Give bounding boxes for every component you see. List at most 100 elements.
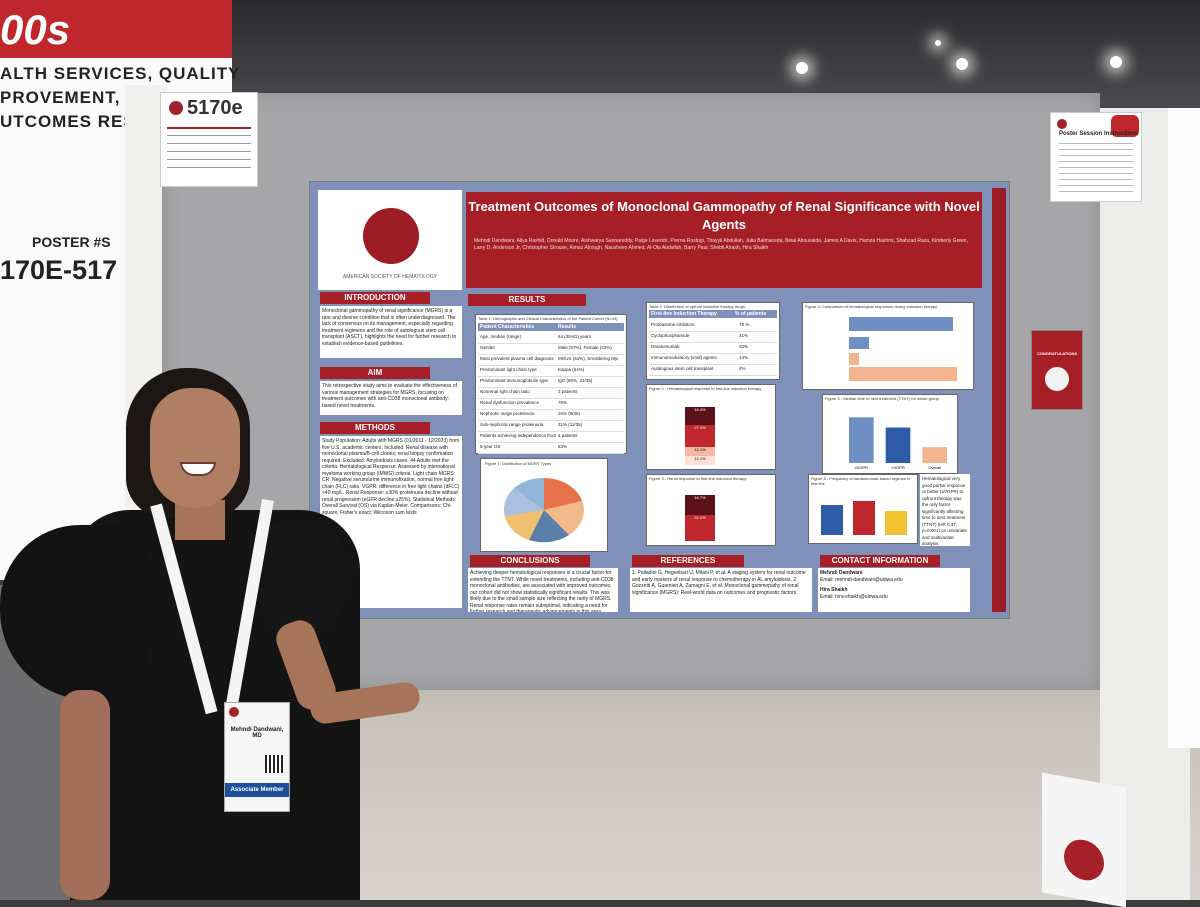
person-face (150, 388, 240, 508)
figure-5-chart: ≥VGPR <VGPR Overall (849, 417, 947, 470)
ash-logo-icon (1064, 836, 1104, 884)
poster-number-range: 170E-517 (0, 255, 118, 285)
poster-title: Treatment Outcomes of Monoclonal Gammopa… (468, 199, 980, 232)
intro-heading: INTRODUCTION (320, 292, 430, 304)
contact-name: Hira Shaikh (820, 587, 848, 593)
pie-slice (504, 488, 544, 516)
figure-6: Figure 6 - Frequency of daratumumab-base… (808, 474, 918, 544)
table-cell: 3 patients (558, 389, 578, 394)
table-cell: 31% (11/35) (558, 422, 583, 427)
floor-sign (1042, 772, 1126, 907)
table-2-header: First-line Induction Therapy % of patien… (649, 310, 777, 318)
chart-bar (885, 427, 911, 463)
figure-3-stack: 16.7% 22.2% (685, 495, 715, 541)
table-cell: Predominant light chain type (480, 367, 537, 372)
figure-6-title: Figure 6 - Frequency of daratumumab-base… (811, 476, 911, 486)
table-cell: Predominant immunoglobulin type (480, 378, 549, 383)
v-bar (853, 501, 875, 535)
table-cell: Patients achieving independence from dia… (480, 433, 556, 438)
table-1-title: Table 1: Demographic and Clinical Charac… (478, 316, 618, 321)
table-1-header: Patient Characteristics Results (478, 323, 624, 331)
references-text: 1. Palladini G, Hegenbart U, Milani P, e… (630, 568, 812, 612)
table-2: Table 2: Distribution of upfront inducti… (646, 302, 780, 380)
figure-1-pie (504, 477, 584, 543)
chart-tick-label: <VGPR (891, 465, 905, 470)
table-row: Nonrenal light chain ratio 3 patients (478, 388, 624, 399)
table-cell: Sub-nephrotic range proteinuria (480, 422, 544, 427)
poster-number-card: 5170e (160, 92, 258, 187)
ceiling-light (796, 62, 808, 74)
table-row: Autologous stem cell transplant 2% (649, 365, 777, 376)
ceiling (230, 0, 1200, 110)
badge-name: Mehndi Dandwani, MD (230, 727, 284, 739)
table-cell: Proteasome inhibitors (651, 322, 695, 327)
table-cell: 83% (558, 444, 568, 449)
table-cell: Cyclophosphamide (651, 333, 690, 338)
h-bar (849, 353, 859, 365)
table-row: 5-year OS 83% (478, 443, 624, 454)
poster-side-strip (992, 188, 1006, 612)
poster-number: 5170e (187, 97, 243, 119)
conclusions-heading: CONCLUSIONS (470, 555, 590, 567)
figure-2-stack: 16.4% 27.3% 12.1% 12.1% (685, 407, 715, 465)
conclusions-text: Achieving deeper hematological responses… (468, 568, 618, 612)
chart-bar (922, 447, 947, 463)
table-header-cell: First-line Induction Therapy (651, 311, 717, 317)
figure-4-title: Figure 4: Comparison of hematological re… (805, 304, 938, 309)
figure-5: Figure 5 - Median time to next treatment… (822, 394, 958, 474)
pie-slice (514, 477, 544, 510)
intro-text: Monoclonal gammopathy of renal significa… (320, 306, 462, 358)
table-cell: Gender (480, 345, 496, 350)
award-ribbon-icon (1045, 367, 1069, 391)
award-title: CONGRATULATIONS (1036, 351, 1078, 356)
table-row: Sub-nephrotic range proteinuria 31% (11/3… (478, 421, 624, 432)
stack-segment: 22.2% (685, 515, 715, 541)
table-cell: 64 (38-81) years (558, 334, 592, 339)
chart-tick-label: Overall (928, 465, 941, 470)
table-header-cell: % of patients (735, 311, 767, 317)
figure-3: Figure 3 - Renal response to first-line … (646, 474, 776, 546)
instructions-title: Poster Session Instructions (1059, 131, 1139, 137)
banner-line: PROVEMENT, AND (0, 88, 166, 107)
table-row: Patients achieving independence from dia… (478, 432, 624, 443)
table-1: Table 1: Demographic and Clinical Charac… (475, 314, 627, 454)
banner-header (0, 0, 232, 58)
table-row: Daratumumab 32% (649, 343, 777, 354)
poster-authors: Mehndi Dandwani, Aliya Rashid, Donald Mo… (474, 238, 968, 251)
pie-slice (544, 501, 584, 535)
h-bar (849, 317, 953, 331)
v-bar (821, 505, 843, 535)
table-row: Renal dysfunction prevalence 76% (478, 399, 624, 410)
table-cell: Nonrenal light chain ratio (480, 389, 530, 394)
award-card: CONGRATULATIONS (1031, 330, 1083, 410)
table-header-cell: Patient Characteristics (480, 324, 535, 330)
contact-box: Mehndi Dandwani Email: mehndi-dandwani@u… (818, 568, 970, 612)
table-cell: 14% (739, 355, 749, 360)
chart-tick-label: ≥VGPR (855, 465, 869, 470)
table-row: Immunomodulatory (imid) agents 14% (649, 354, 777, 365)
key-finding-note: Hematological very good partial response… (920, 474, 970, 546)
table-cell: 4 patients (558, 433, 578, 438)
session-instructions-card: Poster Session Instructions (1050, 112, 1142, 202)
person-left-sleeve (0, 525, 150, 700)
person-left-arm (60, 690, 110, 900)
ash-logo-icon (169, 101, 183, 115)
contact-name: Mehndi Dandwani (820, 570, 863, 576)
banner-title: 00s (0, 6, 71, 53)
research-poster: AMERICAN SOCIETY OF HEMATOLOGY Treatment… (309, 181, 1010, 619)
poster-number-label: POSTER #S (32, 234, 111, 250)
table-cell: 32% (739, 344, 749, 349)
h-bar (849, 337, 869, 349)
table-cell: Autologous stem cell transplant (651, 366, 714, 371)
table-cell: Immunomodulatory (imid) agents (651, 355, 717, 360)
table-cell: Kappa (64%) (558, 367, 585, 372)
table-cell: 2% (739, 366, 746, 371)
instructions-text (1059, 143, 1133, 193)
references-heading: REFERENCES (632, 555, 744, 567)
table-row: Age, median (range) 64 (38-81) years (478, 333, 624, 344)
table-cell: Daratumumab (651, 344, 680, 349)
table-row: Predominant light chain type Kappa (64%) (478, 366, 624, 377)
table-cell: 5-year OS (480, 444, 501, 449)
qr-code-icon (265, 755, 283, 773)
table-1-body: Age, median (range) 64 (38-81) years Gende… (478, 333, 624, 454)
